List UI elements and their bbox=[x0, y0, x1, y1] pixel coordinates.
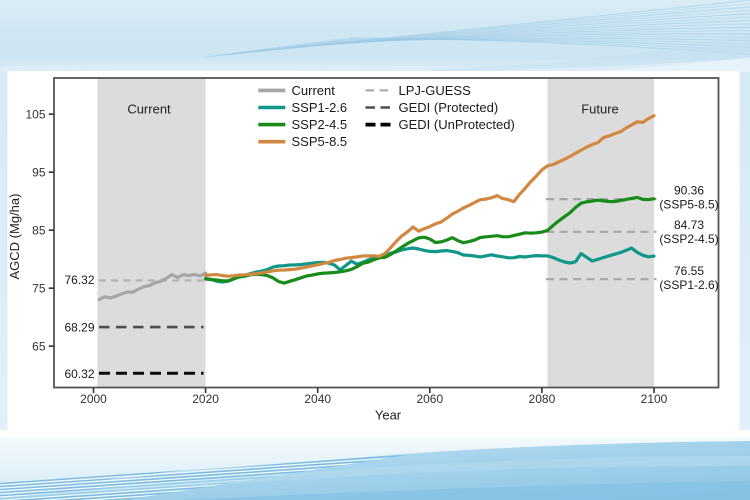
svg-text:SSP5-8.5: SSP5-8.5 bbox=[292, 134, 348, 149]
svg-text:Current: Current bbox=[292, 83, 336, 98]
svg-text:Current: Current bbox=[127, 102, 171, 117]
svg-text:(SSP5-8.5): (SSP5-8.5) bbox=[659, 198, 718, 212]
svg-text:85: 85 bbox=[32, 223, 46, 237]
svg-text:95: 95 bbox=[32, 165, 46, 179]
svg-text:GEDI (Protected): GEDI (Protected) bbox=[399, 100, 499, 115]
svg-text:SSP2-4.5: SSP2-4.5 bbox=[292, 117, 348, 132]
svg-text:84.73: 84.73 bbox=[674, 218, 704, 232]
svg-text:105: 105 bbox=[25, 107, 45, 121]
svg-text:2020: 2020 bbox=[192, 392, 219, 406]
svg-text:2060: 2060 bbox=[416, 392, 443, 406]
svg-text:76.32: 76.32 bbox=[64, 273, 94, 287]
svg-text:90.36: 90.36 bbox=[674, 184, 704, 198]
svg-text:60.32: 60.32 bbox=[64, 367, 94, 381]
svg-text:76.55: 76.55 bbox=[674, 264, 704, 278]
svg-text:LPJ-GUESS: LPJ-GUESS bbox=[399, 83, 472, 98]
svg-text:2000: 2000 bbox=[80, 392, 107, 406]
svg-text:Future: Future bbox=[581, 102, 619, 117]
svg-text:75: 75 bbox=[32, 281, 46, 295]
svg-text:(SSP2-4.5): (SSP2-4.5) bbox=[659, 232, 718, 246]
svg-text:2040: 2040 bbox=[304, 392, 331, 406]
svg-text:AGCD (Mg/ha): AGCD (Mg/ha) bbox=[7, 194, 22, 280]
svg-text:(SSP1-2.6): (SSP1-2.6) bbox=[659, 278, 718, 292]
svg-text:68.29: 68.29 bbox=[64, 321, 94, 335]
svg-text:SSP1-2.6: SSP1-2.6 bbox=[292, 100, 348, 115]
svg-text:65: 65 bbox=[32, 339, 46, 353]
svg-text:GEDI (UnProtected): GEDI (UnProtected) bbox=[399, 117, 515, 132]
svg-text:Year: Year bbox=[375, 408, 402, 423]
svg-text:2100: 2100 bbox=[641, 392, 668, 406]
svg-text:2080: 2080 bbox=[529, 392, 556, 406]
